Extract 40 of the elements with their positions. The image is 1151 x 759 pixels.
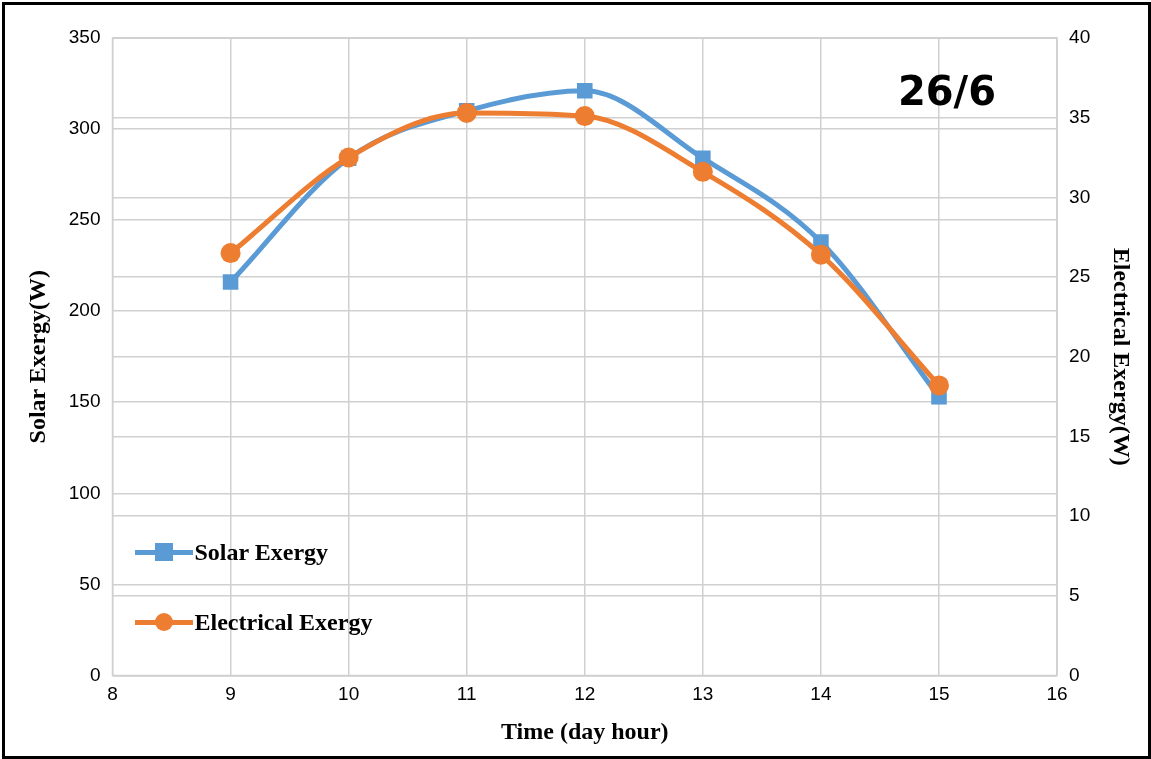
x-tick-label: 14 — [810, 683, 832, 705]
legend-label: Solar Exergy — [194, 538, 329, 566]
y2-tick-label: 35 — [1069, 105, 1091, 127]
y2-tick-label: 25 — [1069, 265, 1091, 287]
y-tick-label: 200 — [68, 299, 101, 321]
y2-tick-label: 0 — [1069, 663, 1080, 685]
x-tick-label: 15 — [928, 683, 950, 705]
point — [692, 161, 713, 182]
x-tick-label: 10 — [338, 683, 360, 705]
x-tick-label: 16 — [1046, 683, 1068, 705]
y-tick-label: 350 — [68, 26, 101, 48]
point — [574, 106, 595, 127]
y-tick-label: 100 — [68, 481, 101, 503]
y2-tick-label: 30 — [1069, 185, 1091, 207]
y2-tick-label: 5 — [1069, 583, 1080, 605]
point — [456, 102, 477, 123]
y2-tick-label: 15 — [1069, 424, 1091, 446]
y-tick-label: 0 — [89, 663, 101, 685]
x-tick-label: 8 — [107, 683, 118, 705]
legend-label: Electrical Exergy — [194, 608, 373, 636]
annotation: 26/6 — [897, 68, 996, 114]
y-tick-label: 50 — [79, 572, 101, 594]
x-tick-label: 12 — [574, 683, 596, 705]
point — [222, 274, 239, 290]
point — [929, 375, 949, 396]
point — [810, 244, 831, 265]
y2-tick-label: 20 — [1069, 344, 1091, 366]
y-tick-label: 300 — [68, 117, 101, 139]
x-tick-label: 11 — [456, 683, 477, 705]
x-tick-label: 9 — [225, 683, 236, 705]
y-tick-label: 250 — [68, 208, 101, 230]
y2-axis-title: Electrical Exergy(W) — [1109, 247, 1136, 466]
x-axis-title: Time (day hour) — [500, 717, 669, 744]
x-tick-label: 13 — [692, 683, 714, 705]
y-axis-title: Solar Exergy(W) — [23, 269, 50, 444]
y2-tick-label: 40 — [1069, 26, 1091, 48]
y-tick-label: 150 — [68, 390, 101, 412]
point — [220, 243, 241, 264]
point — [577, 83, 593, 99]
y2-tick-label: 10 — [1069, 504, 1091, 526]
